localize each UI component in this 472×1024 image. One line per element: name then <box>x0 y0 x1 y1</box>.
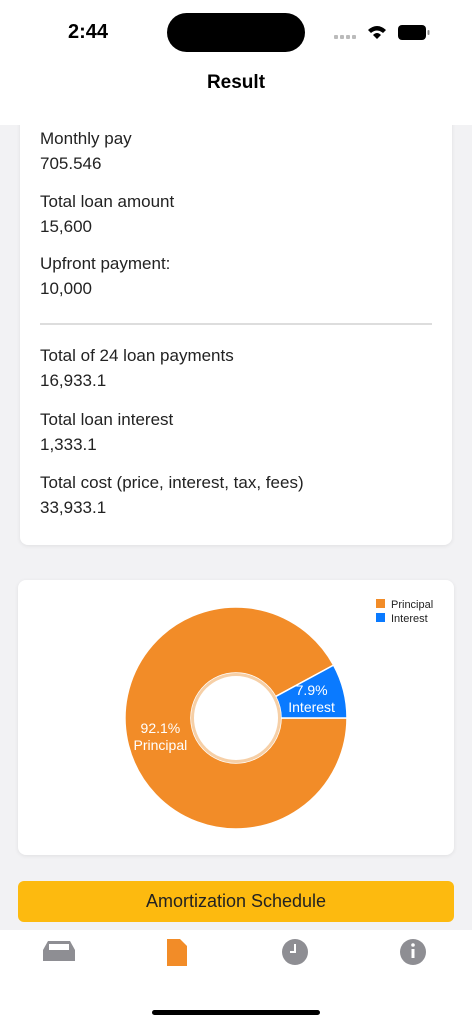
result-label: Monthly pay <box>40 129 132 148</box>
result-value: 10,000 <box>40 279 92 298</box>
home-indicator <box>152 1010 320 1015</box>
info-bar <box>411 949 415 958</box>
legend-swatch <box>376 599 385 608</box>
legend-label: Principal <box>391 599 433 611</box>
result-label: Total loan interest <box>40 409 174 429</box>
tab-bar <box>0 930 472 1024</box>
result-label: Total loan amount <box>40 191 175 211</box>
header-title: Result <box>206 72 266 93</box>
summary-card <box>20 100 452 545</box>
donut-ring <box>191 673 281 763</box>
result-label: Upfront payment: <box>40 254 171 273</box>
slice-label: 7.9% Interest <box>288 682 335 715</box>
slice-name: Interest <box>288 699 335 715</box>
status-time: 2:44 <box>68 21 109 43</box>
legend-swatch <box>376 613 385 622</box>
doc-icon <box>167 939 187 966</box>
slice-name: Principal <box>134 737 188 753</box>
slice-label: 92.1% Principal <box>134 720 188 753</box>
result-value: 1,333.1 <box>40 434 97 454</box>
amortization-button[interactable]: Amortization Schedule <box>18 881 454 922</box>
info-dot <box>411 943 415 947</box>
result-value: 705.546 <box>40 154 102 173</box>
dynamic-island <box>167 13 305 52</box>
slice-value: 7.9% <box>296 682 328 698</box>
tab-icons <box>43 939 426 966</box>
result-label: Total cost (price, interest, tax, fees) <box>40 473 304 492</box>
slice-value: 92.1% <box>141 720 181 736</box>
legend-label: Interest <box>391 613 428 625</box>
divider <box>40 323 432 325</box>
result-value: 33,933.1 <box>40 498 107 517</box>
result-label: Total of 24 loan payments <box>40 346 234 365</box>
result-value: 15,600 <box>40 216 92 236</box>
status-icons <box>334 25 430 40</box>
car-window <box>49 944 69 950</box>
clock-hands <box>290 944 296 953</box>
result-value: 16,933.1 <box>40 371 107 390</box>
